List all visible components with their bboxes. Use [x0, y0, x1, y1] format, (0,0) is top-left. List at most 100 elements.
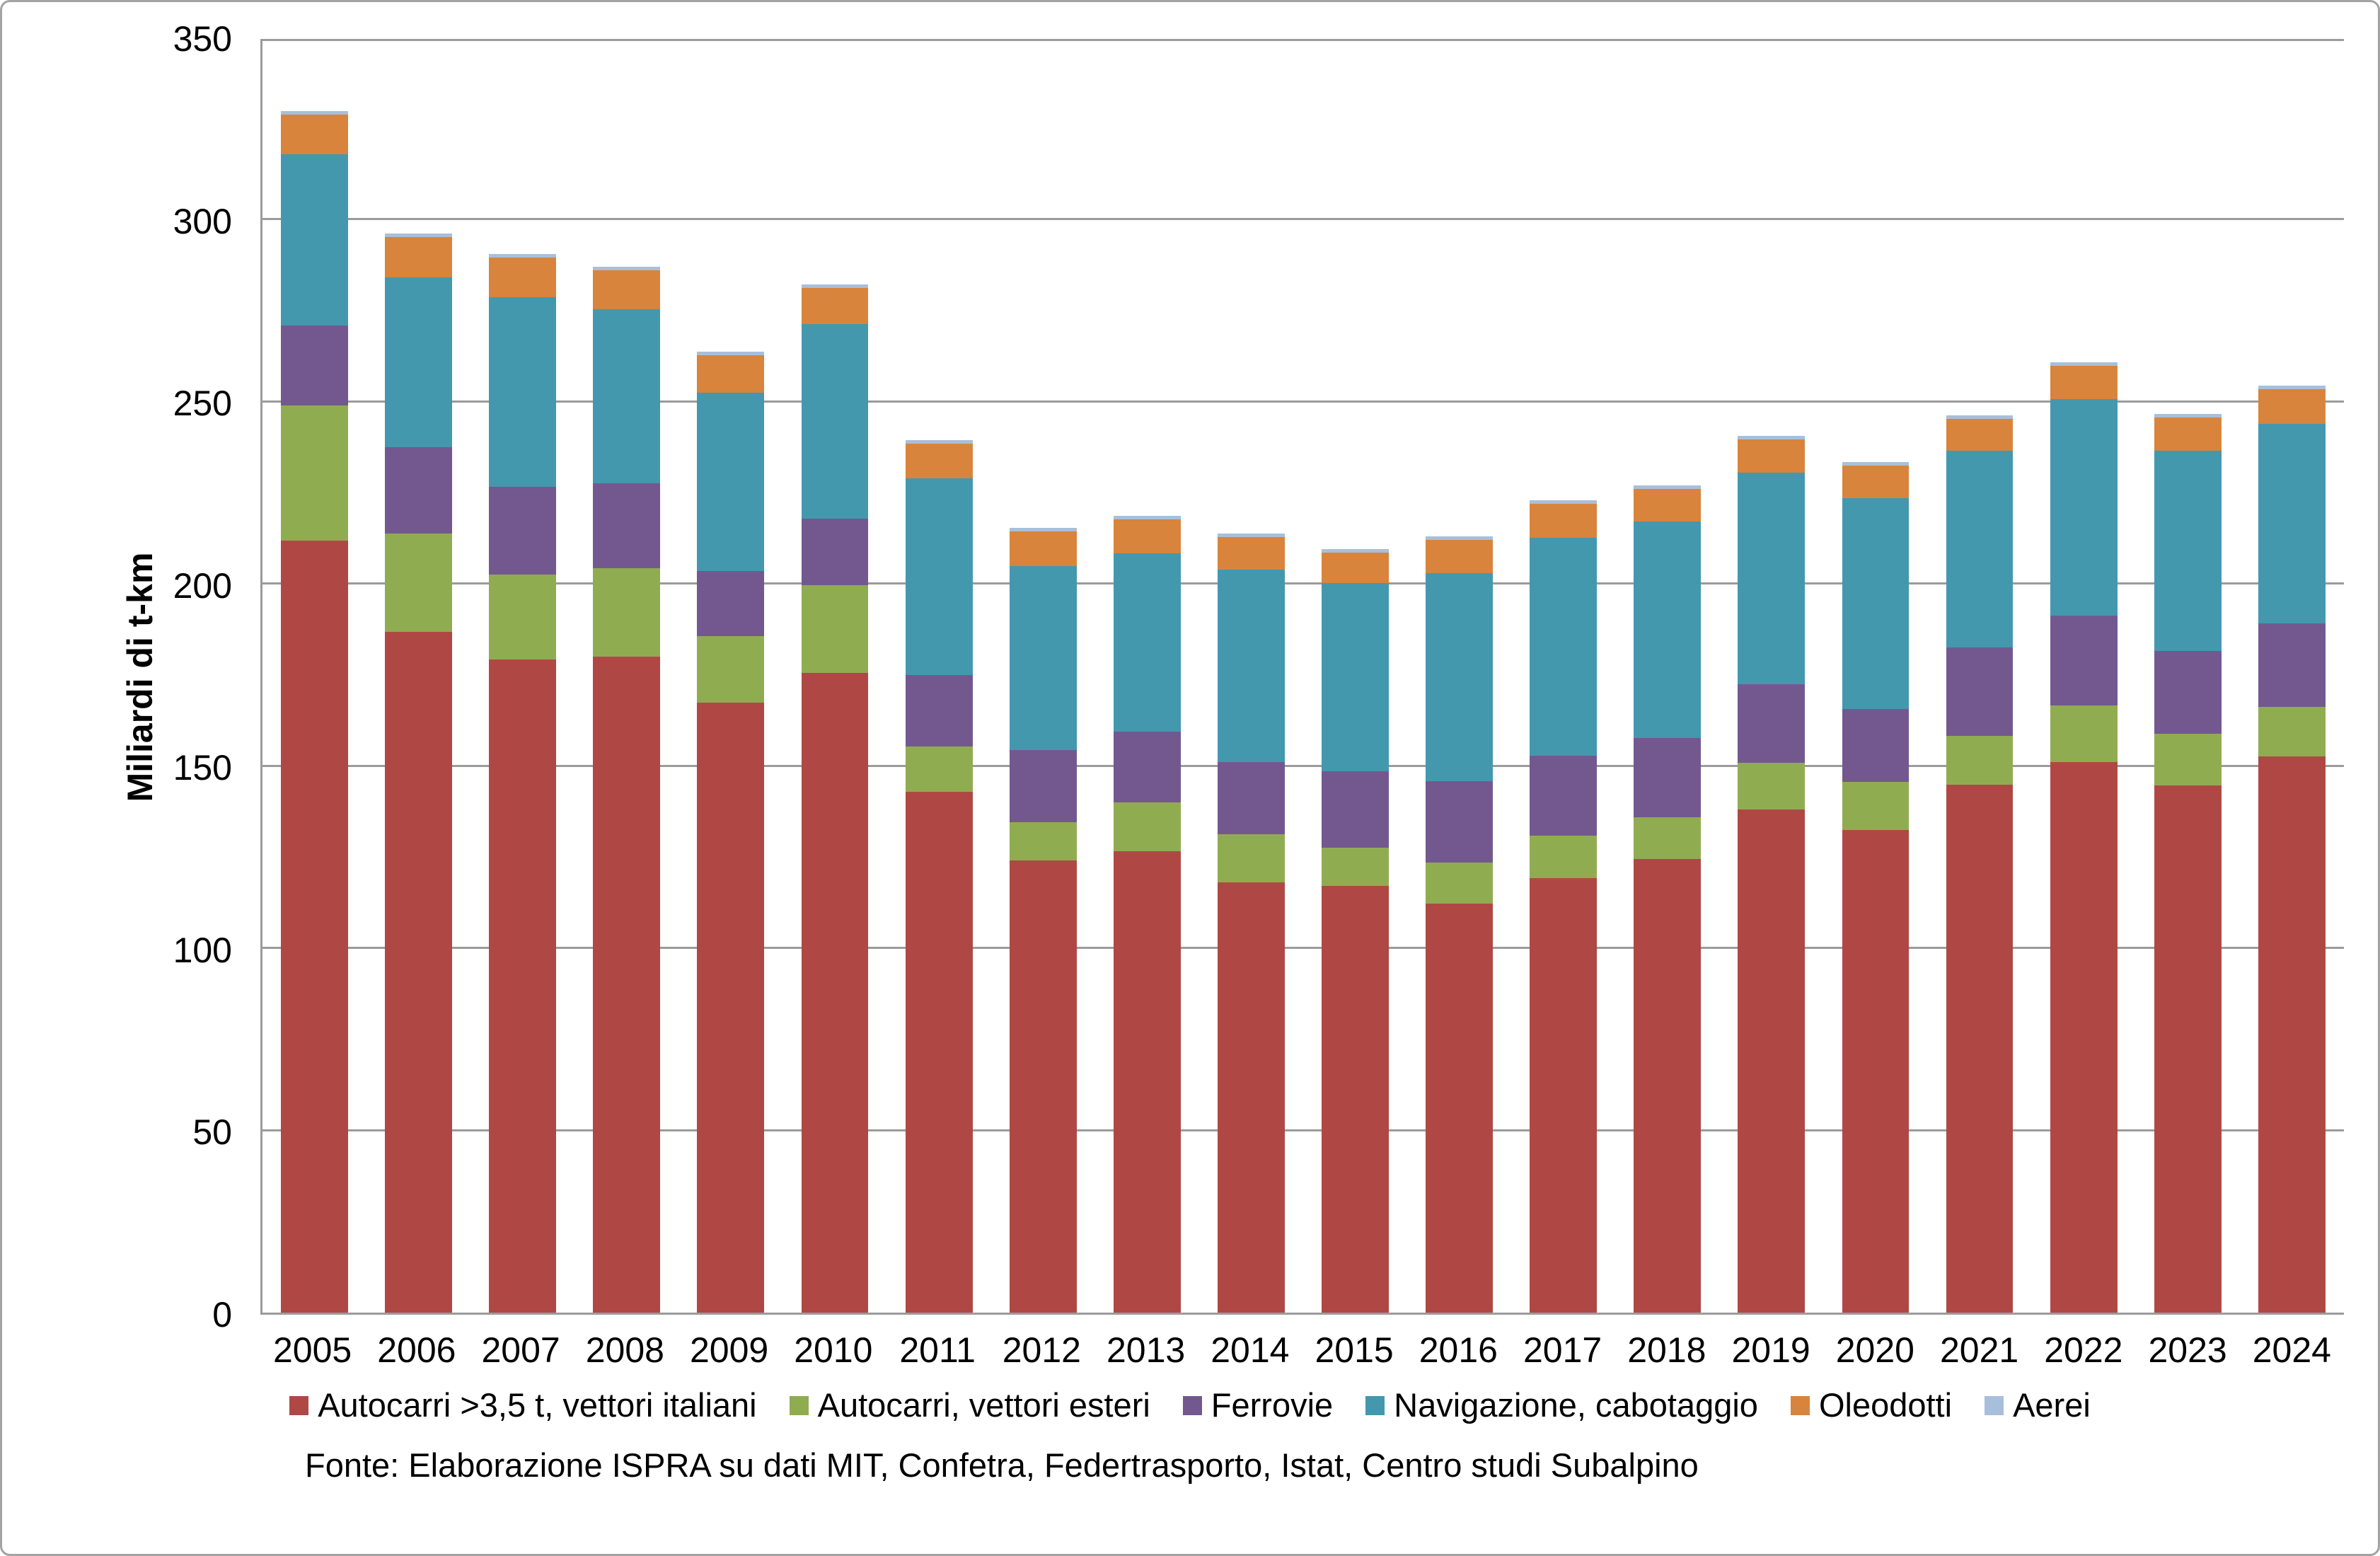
x-axis-label-2015: 2015 — [1315, 1330, 1394, 1370]
bar-segment — [2154, 650, 2222, 734]
bar-slot-2019 — [1719, 41, 1823, 1313]
bar-2009 — [697, 352, 765, 1313]
x-axis-label-2016: 2016 — [1419, 1330, 1498, 1370]
bar-segment — [489, 254, 557, 258]
bar-segment — [697, 392, 765, 571]
bar-2016 — [1426, 536, 1494, 1313]
legend: Autocarri >3,5 t, vettori italiani Autoca… — [2, 1388, 2378, 1423]
bar-segment — [593, 656, 661, 1313]
bar-segment — [1426, 903, 1494, 1313]
x-axis-label-2021: 2021 — [1940, 1330, 2019, 1370]
legend-swatch-icon — [789, 1395, 809, 1415]
bar-segment — [385, 277, 453, 447]
bar-segment — [1217, 534, 1285, 538]
bar-segment — [1426, 536, 1494, 541]
bar-segment — [905, 675, 973, 747]
y-tick-label-150: 150 — [173, 748, 232, 788]
y-tick-label-350: 350 — [173, 19, 232, 59]
y-tick-label-100: 100 — [173, 930, 232, 970]
bar-segment — [801, 287, 869, 325]
bar-segment — [1426, 540, 1494, 573]
bar-segment — [1322, 582, 1389, 771]
bar-slot-2006 — [366, 41, 470, 1313]
bar-segment — [1426, 781, 1494, 863]
bar-segment — [1842, 830, 1910, 1313]
bar-segment — [1634, 817, 1702, 859]
bar-segment — [2050, 616, 2118, 705]
bar-2011 — [905, 439, 973, 1313]
bar-segment — [1530, 503, 1598, 538]
bar-segment — [1217, 762, 1285, 835]
bar-segment — [489, 659, 557, 1313]
bar-segment — [593, 309, 661, 483]
gridline-100 — [262, 947, 2344, 950]
bar-slot-2010 — [782, 41, 886, 1313]
bar-segment — [697, 703, 765, 1313]
bar-segment — [2050, 399, 2118, 616]
bar-segment — [1946, 419, 2014, 451]
bar-segment — [385, 533, 453, 632]
bar-segment — [385, 237, 453, 277]
bar-segment — [905, 478, 973, 676]
bar-segment — [1113, 802, 1181, 852]
bar-2007 — [489, 254, 557, 1313]
bar-slot-2007 — [470, 41, 574, 1313]
bar-segment — [1009, 527, 1077, 532]
bar-slot-2011 — [887, 41, 991, 1313]
x-axis-label-2010: 2010 — [794, 1330, 873, 1370]
legend-swatch-icon — [1790, 1395, 1810, 1415]
x-axis-label-2006: 2006 — [377, 1330, 456, 1370]
x-axis-label-2022: 2022 — [2044, 1330, 2123, 1370]
bar-2019 — [1738, 435, 1806, 1313]
bar-segment — [281, 115, 348, 155]
bar-slot-2005 — [262, 41, 366, 1313]
bar-segment — [2154, 413, 2222, 417]
bar-segment — [2154, 785, 2222, 1313]
x-axis-label-2013: 2013 — [1107, 1330, 1186, 1370]
bar-segment — [1426, 862, 1494, 904]
bar-segment — [1946, 735, 2014, 785]
legend-item: Autocarri, vettori esteri — [789, 1386, 1150, 1424]
bar-segment — [697, 352, 765, 356]
gridline-150 — [262, 764, 2344, 767]
bar-segment — [2258, 389, 2326, 424]
bar-segment — [1946, 415, 2014, 420]
bar-segment — [1113, 851, 1181, 1313]
bar-segment — [1217, 537, 1285, 570]
bar-segment — [1738, 439, 1806, 473]
bar-slot-2008 — [574, 41, 678, 1313]
bar-2012 — [1009, 527, 1077, 1313]
bar-segment — [593, 483, 661, 569]
legend-label: Autocarri, vettori esteri — [817, 1386, 1150, 1424]
bar-segment — [281, 325, 348, 406]
y-tick-label-0: 0 — [212, 1295, 232, 1335]
bar-2008 — [593, 267, 661, 1313]
legend-item: Oleodotti — [1790, 1388, 1952, 1423]
bar-segment — [801, 324, 869, 519]
bar-segment — [2154, 733, 2222, 785]
bar-segment — [385, 631, 453, 1313]
x-axis-label-2020: 2020 — [1835, 1330, 1914, 1370]
bar-segment — [2050, 362, 2118, 367]
bar-segment — [905, 747, 973, 793]
bar-segment — [1842, 466, 1910, 499]
plot-area — [260, 39, 2344, 1315]
bar-slot-2021 — [1928, 41, 2032, 1313]
bar-segment — [1946, 785, 2014, 1313]
bar-segment — [1738, 809, 1806, 1313]
bar-2017 — [1530, 500, 1598, 1313]
bar-2018 — [1634, 485, 1702, 1313]
legend-label: Ferrovie — [1211, 1386, 1334, 1424]
gridline-250 — [262, 400, 2344, 403]
bar-slot-2022 — [2032, 41, 2136, 1313]
bar-slot-2023 — [2136, 41, 2240, 1313]
bar-segment — [1217, 882, 1285, 1313]
bar-segment — [1113, 553, 1181, 732]
y-tick-label-200: 200 — [173, 565, 232, 606]
x-axis-label-2024: 2024 — [2252, 1330, 2331, 1370]
bar-slot-2015 — [1303, 41, 1407, 1313]
bar-segment — [489, 296, 557, 487]
x-axis-label-2009: 2009 — [690, 1330, 769, 1370]
bar-segment — [1842, 708, 1910, 783]
bar-segment — [1009, 749, 1077, 823]
